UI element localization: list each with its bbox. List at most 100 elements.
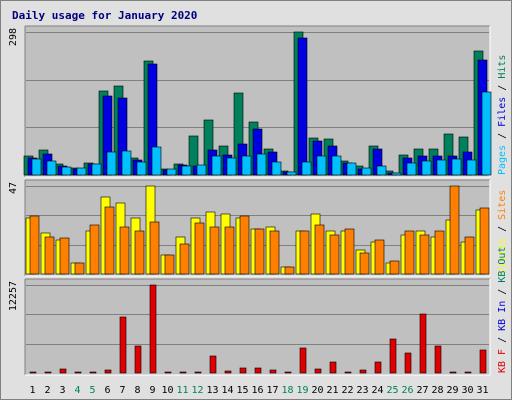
x-tick-label: 2: [44, 385, 50, 396]
middle-bar: [74, 262, 85, 275]
x-tick-label: 7: [119, 385, 125, 396]
middle-bar: [269, 230, 280, 275]
top-bar: [76, 167, 87, 176]
middle-bar: [179, 243, 190, 275]
bottom-bar: [104, 369, 112, 374]
x-tick-label: 15: [236, 385, 248, 396]
x-tick-label: 24: [371, 385, 383, 396]
x-tick-label: 22: [341, 385, 353, 396]
bottom-bar: [44, 371, 52, 374]
bottom-bar: [89, 371, 97, 374]
top-bar: [181, 165, 192, 176]
top-legend-part: /: [497, 127, 508, 145]
bottom-plot-area: [25, 279, 490, 375]
bottom-series-kb-f: [29, 284, 487, 374]
x-tick-label: 31: [476, 385, 488, 396]
x-tick-label: 8: [134, 385, 140, 396]
bottom-bar: [209, 355, 217, 374]
bottom-legend-part: KB F: [497, 349, 508, 373]
top-panel: 298 Pages / Files / Hits: [8, 25, 508, 178]
bottom-bar: [269, 369, 277, 374]
middle-ymax-label: 47: [8, 182, 19, 194]
bottom-bar: [434, 345, 442, 374]
top-bar: [436, 159, 447, 176]
middle-bar: [29, 215, 40, 275]
middle-bar: [449, 185, 460, 275]
middle-bar: [119, 226, 130, 275]
bottom-bar: [374, 361, 382, 374]
top-bar: [46, 160, 57, 176]
middle-bar: [209, 226, 220, 275]
middle-bar: [299, 230, 310, 275]
middle-bar: [419, 234, 430, 275]
bottom-bar: [344, 371, 352, 374]
bottom-legend-part: /: [497, 331, 508, 349]
top-bar: [481, 91, 492, 176]
bottom-panel: 12257 KB F / KB In / KB Out: [8, 247, 508, 376]
x-tick-label: 23: [356, 385, 368, 396]
top-bar: [151, 146, 162, 176]
bottom-bar: [239, 367, 247, 374]
bottom-bar: [389, 338, 397, 374]
top-bar: [136, 161, 147, 176]
x-tick-label: 27: [416, 385, 428, 396]
bottom-bar: [224, 370, 232, 374]
top-legend-part: /: [497, 79, 508, 97]
top-bar: [286, 171, 297, 176]
x-tick-label: 21: [326, 385, 338, 396]
bottom-legend-part: KB In: [497, 301, 508, 331]
middle-bar: [329, 234, 340, 275]
middle-bar: [434, 230, 445, 275]
x-tick-label: 13: [206, 385, 218, 396]
top-bar: [271, 161, 282, 176]
top-bar: [196, 164, 207, 176]
bottom-bar: [74, 371, 82, 374]
middle-legend-part: /: [497, 220, 508, 238]
bottom-bar: [194, 371, 202, 374]
top-bar: [331, 155, 342, 176]
top-legend-part: Files: [497, 97, 508, 127]
x-axis-labels: 1 2 3 4 5 6 7 8 9 10 11 12 13 14 15 16 17 18 19 20 21 22 23 24 2…: [29, 385, 488, 396]
top-bar: [241, 155, 252, 176]
middle-bar: [359, 252, 370, 275]
middle-legend-part: Sites: [497, 190, 508, 220]
middle-bar: [239, 215, 250, 275]
bottom-bar: [449, 371, 457, 374]
middle-bar: [224, 226, 235, 275]
middle-bar: [389, 260, 400, 275]
top-bar: [376, 165, 387, 176]
bottom-ymax-label: 12257: [8, 281, 19, 311]
top-bar: [406, 162, 417, 176]
bottom-legend-part: KB Out: [497, 247, 508, 283]
bottom-bar: [29, 371, 37, 374]
bottom-bar: [284, 371, 292, 374]
top-bar: [391, 172, 402, 176]
middle-bar: [89, 224, 100, 275]
chart-title: Daily usage for January 2020: [12, 9, 197, 22]
x-tick-label: 28: [431, 385, 443, 396]
top-ymax-label: 298: [8, 28, 19, 46]
top-bar: [451, 158, 462, 176]
x-tick-label: 4: [74, 385, 80, 396]
x-tick-label: 30: [461, 385, 473, 396]
x-tick-label: 26: [401, 385, 413, 396]
bottom-bar: [119, 316, 127, 374]
middle-bar: [59, 237, 70, 275]
x-tick-label: 9: [149, 385, 155, 396]
x-tick-label: 17: [266, 385, 278, 396]
bottom-legend-part: /: [497, 283, 508, 301]
top-bar: [121, 150, 132, 176]
middle-bar: [134, 230, 145, 275]
bottom-bar: [149, 284, 157, 374]
x-tick-label: 6: [104, 385, 110, 396]
x-tick-label: 11: [176, 385, 188, 396]
x-tick-label: 1: [29, 385, 35, 396]
middle-series-sites: [29, 185, 490, 275]
middle-bar: [104, 206, 115, 275]
middle-bar: [374, 239, 385, 275]
x-tick-label: 20: [311, 385, 323, 396]
x-tick-label: 14: [221, 385, 233, 396]
bottom-bar: [404, 352, 412, 374]
